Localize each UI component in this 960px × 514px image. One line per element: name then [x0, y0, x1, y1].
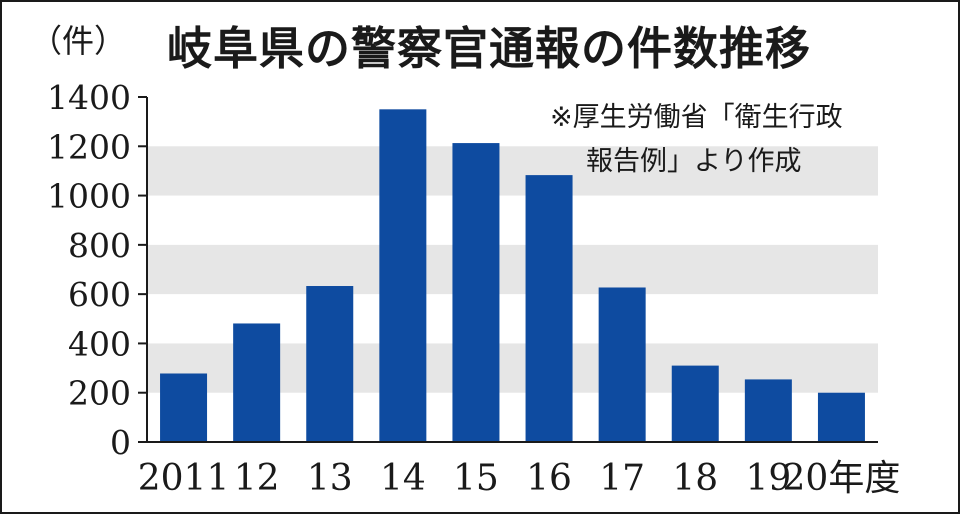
- y-tick-label: 1400: [47, 78, 131, 117]
- x-tick-label: 12: [234, 458, 280, 499]
- y-tick-label: 0: [110, 423, 131, 462]
- source-note-line-1: ※厚生労働省「衛生行政: [550, 102, 843, 133]
- bar-16: [525, 175, 573, 442]
- x-tick-label: 19: [745, 458, 791, 499]
- y-tick-label: 1000: [47, 177, 131, 216]
- bar-12: [233, 323, 281, 442]
- bar-15: [452, 143, 500, 442]
- bar-13: [306, 286, 354, 442]
- bar-2011: [160, 373, 208, 442]
- chart-title: 岐阜県の警察官通報の件数推移: [167, 22, 812, 75]
- grid-band: [147, 146, 878, 196]
- bar-17: [598, 287, 646, 442]
- bar-18: [671, 365, 719, 442]
- x-tick-label: 2011: [138, 458, 230, 499]
- bar-14: [379, 109, 427, 443]
- bar-20年度: [817, 392, 865, 442]
- x-tick-label: 14: [380, 458, 426, 499]
- y-tick-label: 200: [68, 374, 131, 413]
- y-tick-label: 600: [68, 275, 131, 314]
- y-tick-label: 800: [68, 226, 131, 265]
- x-tick-label: 15: [453, 458, 499, 499]
- unit-label: （件）: [30, 22, 127, 60]
- x-tick-label: 13: [307, 458, 353, 499]
- y-tick-label: 1200: [47, 127, 131, 166]
- x-tick-label: 17: [599, 458, 645, 499]
- y-tick-label: 400: [68, 324, 131, 363]
- x-tick-label: 16: [526, 458, 572, 499]
- source-note: ※厚生労働省「衛生行政 報告例」より作成: [550, 96, 950, 184]
- grid-band: [147, 244, 878, 295]
- bar-19: [744, 379, 792, 442]
- source-note-line-2: 報告例」より作成: [586, 146, 802, 177]
- x-tick-label: 18: [672, 458, 718, 499]
- x-tick-label: 20年度: [783, 458, 901, 499]
